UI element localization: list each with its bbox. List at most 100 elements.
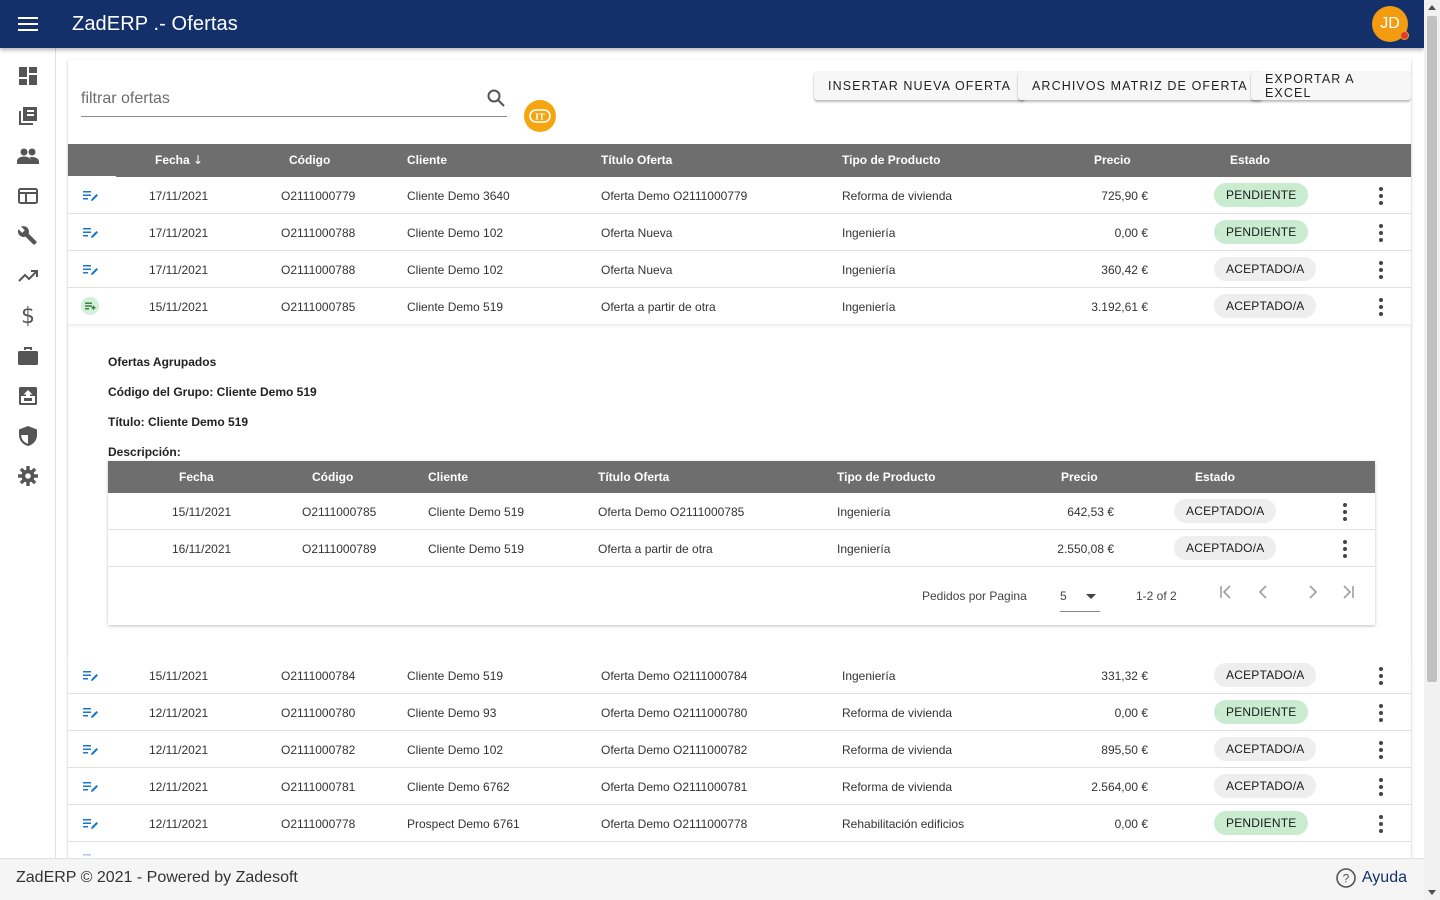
export-excel-button[interactable]: EXPORTAR A EXCEL: [1251, 72, 1411, 100]
table-row[interactable]: 15/11/2021 O2111000785 Cliente Demo 519 Ofe…: [68, 288, 1411, 325]
sidebar-item-people[interactable]: [0, 136, 56, 176]
insert-offer-button[interactable]: INSERTAR NUEVA OFERTA: [814, 72, 1026, 100]
col-precio[interactable]: Precio: [1094, 153, 1131, 167]
cell-codigo: O2111000784: [281, 669, 356, 683]
cell-titulo: Oferta Demo O2111000778: [601, 817, 748, 831]
next-page-icon[interactable]: [1305, 584, 1321, 600]
edit-notes-icon[interactable]: [83, 227, 99, 239]
library-icon: [19, 107, 37, 125]
table-row[interactable]: 17/11/2021 O2111000788 Cliente Demo 102 Ofe…: [68, 251, 1411, 288]
it-badge-icon[interactable]: IT: [524, 100, 556, 132]
page-scrollbar[interactable]: [1424, 0, 1440, 900]
inner-col-codigo[interactable]: Código: [312, 470, 354, 484]
group-code: Código del Grupo: Cliente Demo 519: [108, 385, 317, 399]
cell-cliente: Cliente Demo 519: [407, 669, 504, 683]
edit-notes-icon[interactable]: [83, 744, 99, 756]
filter-input[interactable]: [81, 84, 471, 108]
table-row[interactable]: 12/11/2021 O2111000780 Cliente Demo 93 Ofer…: [68, 694, 1411, 731]
col-codigo[interactable]: Código: [289, 153, 331, 167]
sidebar-item-trends[interactable]: [0, 256, 56, 296]
row-actions-icon[interactable]: [1371, 297, 1391, 317]
col-titulo[interactable]: Título Oferta: [601, 153, 673, 167]
sidebar-item-finance[interactable]: $: [0, 296, 56, 336]
cell-cliente: Prospect Demo 6761: [407, 817, 520, 831]
status-badge: ACEPTADO/A: [1174, 536, 1277, 560]
sidebar-item-work[interactable]: [0, 336, 56, 376]
sidebar: $: [0, 48, 56, 858]
sidebar-item-security[interactable]: [0, 416, 56, 456]
prev-page-icon[interactable]: [1255, 584, 1271, 600]
cell-cliente: Cliente Demo 519: [428, 505, 525, 519]
sidebar-item-archive[interactable]: [0, 376, 56, 416]
row-actions-icon[interactable]: [1371, 777, 1391, 797]
filter-field[interactable]: [81, 84, 507, 117]
row-actions-icon[interactable]: [1335, 539, 1355, 559]
cell-tipo: Ingeniería: [842, 263, 896, 277]
row-actions-icon[interactable]: [1371, 814, 1391, 834]
sidebar-item-settings[interactable]: [0, 456, 56, 496]
row-actions-icon[interactable]: [1371, 703, 1391, 723]
row-actions-icon[interactable]: [1371, 666, 1391, 686]
page-range: 1-2 of 2: [1136, 589, 1177, 603]
inner-table-row[interactable]: 15/11/2021 O2111000785 Cliente Demo 519 Ofe…: [108, 493, 1375, 530]
inner-col-tipo[interactable]: Tipo de Producto: [837, 470, 936, 484]
edit-notes-icon[interactable]: [83, 264, 99, 276]
inner-col-precio[interactable]: Precio: [1061, 470, 1098, 484]
col-fecha[interactable]: Fecha ↓: [155, 153, 204, 167]
edit-notes-icon[interactable]: [83, 853, 97, 858]
scroll-down-icon[interactable]: [1428, 890, 1436, 895]
sidebar-item-library[interactable]: [0, 96, 56, 136]
cell-fecha: 15/11/2021: [149, 300, 209, 314]
footer: ZadERP © 2021 - Powered by Zadesoft ? Ay…: [0, 858, 1424, 900]
cell-tipo: Reforma de vivienda: [842, 743, 953, 757]
inner-col-estado[interactable]: Estado: [1195, 470, 1236, 484]
edit-notes-icon[interactable]: [83, 707, 99, 719]
status-badge: ACEPTADO/A: [1214, 257, 1317, 281]
edit-notes-icon[interactable]: [83, 670, 99, 682]
grouped-offers-icon[interactable]: [81, 297, 99, 315]
col-tipo[interactable]: Tipo de Producto: [842, 153, 941, 167]
help-link[interactable]: ? Ayuda: [1336, 868, 1407, 888]
table-row[interactable]: [68, 842, 1411, 858]
search-icon[interactable]: [487, 89, 505, 107]
status-badge: ACEPTADO/A: [1174, 499, 1277, 523]
col-cliente[interactable]: Cliente: [407, 153, 448, 167]
menu-icon[interactable]: [0, 0, 56, 48]
edit-notes-icon[interactable]: [83, 190, 99, 202]
scrollbar-thumb[interactable]: [1427, 16, 1437, 682]
row-actions-icon[interactable]: [1371, 260, 1391, 280]
inner-table-row[interactable]: 16/11/2021 O2111000789 Cliente Demo 519 Ofe…: [108, 530, 1375, 567]
scroll-up-icon[interactable]: [1428, 5, 1436, 10]
sidebar-item-dashboard[interactable]: [0, 56, 56, 96]
row-actions-icon[interactable]: [1371, 186, 1391, 206]
table-row[interactable]: 12/11/2021 O2111000781 Cliente Demo 6762 Of…: [68, 768, 1411, 805]
offer-templates-button[interactable]: ARCHIVOS MATRIZ DE OFERTA: [1018, 72, 1262, 100]
row-actions-icon[interactable]: [1335, 502, 1355, 522]
edit-notes-icon[interactable]: [83, 818, 99, 830]
table-row[interactable]: 17/11/2021 O2111000788 Cliente Demo 102 Ofe…: [68, 214, 1411, 251]
table-row[interactable]: 12/11/2021 O2111000778 Prospect Demo 6761 O…: [68, 805, 1411, 842]
sidebar-item-web[interactable]: [0, 176, 56, 216]
inner-col-titulo[interactable]: Título Oferta: [598, 470, 670, 484]
table-row[interactable]: 17/11/2021 O2111000779 Cliente Demo 3640 Of…: [68, 177, 1411, 214]
table-row[interactable]: 12/11/2021 O2111000782 Cliente Demo 102 Ofe…: [68, 731, 1411, 768]
sidebar-item-tools[interactable]: [0, 216, 56, 256]
user-avatar[interactable]: JD: [1372, 6, 1409, 42]
inner-col-cliente[interactable]: Cliente: [428, 470, 469, 484]
edit-notes-icon[interactable]: [83, 781, 99, 793]
first-page-icon[interactable]: [1218, 584, 1234, 600]
table-row[interactable]: 15/11/2021 O2111000784 Cliente Demo 519 Ofe…: [68, 657, 1411, 694]
inner-col-fecha[interactable]: Fecha: [179, 470, 214, 484]
row-actions-icon[interactable]: [1371, 740, 1391, 760]
cell-fecha: 16/11/2021: [172, 542, 232, 556]
briefcase-icon: [18, 347, 38, 365]
cell-fecha: 17/11/2021: [149, 189, 209, 203]
offers-card: IT INSERTAR NUEVA OFERTA ARCHIVOS MATRIZ…: [68, 60, 1411, 858]
col-estado[interactable]: Estado: [1230, 153, 1271, 167]
cell-precio: 895,50 €: [1101, 743, 1148, 757]
cell-codigo: O2111000780: [281, 706, 356, 720]
row-actions-icon[interactable]: [1371, 223, 1391, 243]
last-page-icon[interactable]: [1340, 584, 1356, 600]
cell-tipo: Reforma de vivienda: [842, 706, 953, 720]
page-size-select[interactable]: 5: [1060, 582, 1100, 612]
